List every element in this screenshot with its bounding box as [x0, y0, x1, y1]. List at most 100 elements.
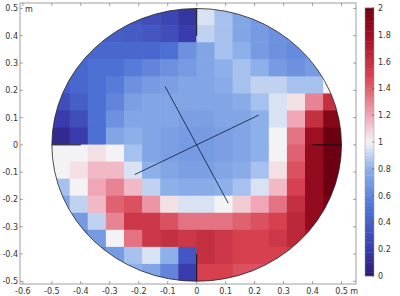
y-tick	[20, 226, 23, 227]
heatmap-cell	[70, 196, 89, 214]
colorbar-strip	[365, 108, 374, 112]
heatmap-cell	[178, 247, 197, 265]
heatmap-cell	[124, 196, 143, 214]
heatmap-cell	[124, 247, 143, 265]
heatmap-cell	[251, 59, 270, 77]
heatmap-cell	[305, 196, 324, 214]
colorbar-strip	[365, 216, 374, 220]
heatmap-cell	[251, 8, 270, 26]
baffle	[313, 144, 342, 145]
heatmap-cell	[287, 93, 306, 111]
heatmap-cell	[305, 145, 324, 163]
x-tick	[341, 3, 342, 6]
heatmap-cell	[106, 145, 125, 163]
heatmap-cell	[142, 230, 161, 248]
x-tick	[283, 3, 284, 6]
heatmap-cell	[233, 162, 252, 180]
y-tick-label: 0.5	[5, 4, 18, 13]
heatmap-cell	[269, 230, 288, 248]
heatmap-cell	[251, 128, 270, 146]
heatmap-cell	[70, 247, 89, 265]
colorbar-strip	[365, 135, 374, 139]
heatmap-cell	[88, 93, 107, 111]
heatmap-cell	[233, 42, 252, 60]
x-tick	[225, 281, 226, 284]
colorbar-strip	[365, 122, 374, 126]
x-tick	[109, 3, 110, 6]
heatmap-cell	[124, 128, 143, 146]
heatmap-cell	[124, 59, 143, 77]
colorbar-tick-label: 0.6	[378, 192, 391, 201]
heatmap-cell	[160, 42, 179, 60]
heatmap-cell	[160, 213, 179, 231]
heatmap-cell	[323, 128, 342, 146]
y-tick	[353, 117, 356, 118]
colorbar-tick	[372, 249, 374, 250]
heatmap-cell	[178, 213, 197, 231]
colorbar-strip	[365, 71, 374, 75]
heatmap-cell	[160, 162, 179, 180]
x-tick	[138, 281, 139, 284]
x-tick	[80, 3, 81, 6]
heatmap-cell	[287, 59, 306, 77]
heatmap-cell	[214, 145, 233, 163]
colorbar-strip	[365, 192, 374, 196]
page: {"chart_data": { "type": "heatmap", "xla…	[0, 0, 400, 296]
heatmap-cell	[88, 196, 107, 214]
y-tick	[353, 226, 356, 227]
plot-area	[52, 8, 342, 281]
colorbar-strip	[365, 98, 374, 102]
colorbar-strip	[365, 38, 374, 42]
heatmap-cell	[196, 179, 215, 197]
y-tick	[353, 253, 356, 254]
heatmap-cell	[269, 196, 288, 214]
plot-background	[20, 3, 356, 284]
heatmap-cell	[269, 145, 288, 163]
heatmap-cell	[124, 145, 143, 163]
heatmap-cell	[214, 213, 233, 231]
colorbar-strip	[365, 45, 374, 49]
x-tick	[283, 281, 284, 284]
heatmap-cell	[142, 196, 161, 214]
heatmap-cell	[305, 93, 324, 111]
colorbar-strip	[365, 165, 374, 169]
heatmap-cell	[233, 93, 252, 111]
heatmap-cell	[142, 8, 161, 26]
heatmap-cell	[178, 196, 197, 214]
colorbar-strip	[365, 75, 374, 79]
colorbar-strip	[365, 55, 374, 59]
heatmap-cell	[251, 247, 270, 265]
colorbar-tick-label: 0.2	[378, 245, 391, 254]
colorbar-strip	[365, 51, 374, 55]
y-tick	[20, 8, 23, 9]
x-axis-label: m	[350, 287, 358, 296]
heatmap-cell	[251, 213, 270, 231]
colorbar-strip	[365, 15, 374, 19]
heatmap-cell	[88, 76, 107, 94]
x-tick	[51, 281, 52, 284]
colorbar-strip	[365, 31, 374, 35]
heatmap-cell	[287, 76, 306, 94]
heatmap-cell	[233, 230, 252, 248]
x-tick	[138, 3, 139, 6]
heatmap-cell	[106, 230, 125, 248]
colorbar-strip	[365, 259, 374, 263]
heatmap-cell	[160, 179, 179, 197]
heatmap-cell	[196, 42, 215, 60]
colorbar-strip	[365, 205, 374, 209]
heatmap-cell	[124, 230, 143, 248]
plot-frame	[20, 3, 356, 284]
heatmap-cell	[124, 213, 143, 231]
heatmap-cell	[178, 25, 197, 43]
heatmap-cell	[287, 110, 306, 128]
heatmap-cell	[142, 213, 161, 231]
heatmap-cell	[251, 42, 270, 60]
heatmap-cell	[287, 196, 306, 214]
x-tick	[312, 3, 313, 6]
heatmap-cell	[142, 264, 161, 282]
heatmap-cell	[233, 196, 252, 214]
heatmap-cell	[178, 145, 197, 163]
heatmap-cell	[214, 25, 233, 43]
heatmap-cell	[269, 93, 288, 111]
colorbar-tick	[372, 8, 374, 9]
